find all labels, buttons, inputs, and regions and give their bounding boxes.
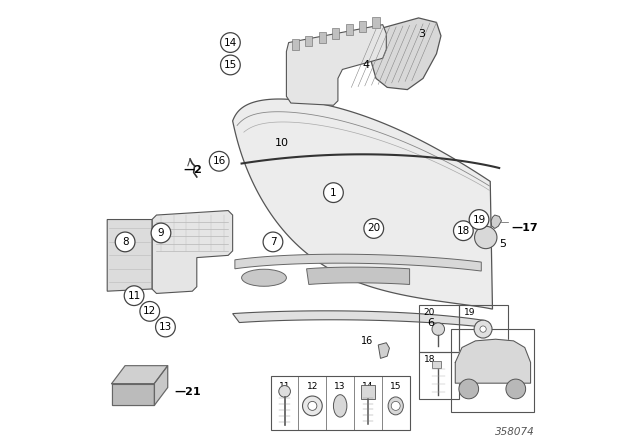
Bar xyxy=(292,39,299,50)
Text: 10: 10 xyxy=(275,138,289,148)
Circle shape xyxy=(279,386,291,397)
Text: 18: 18 xyxy=(424,355,435,364)
Bar xyxy=(319,32,326,43)
Polygon shape xyxy=(111,383,154,405)
Polygon shape xyxy=(232,311,484,327)
Text: 16: 16 xyxy=(360,336,373,346)
Circle shape xyxy=(221,33,240,52)
Polygon shape xyxy=(111,366,168,383)
Text: 358074: 358074 xyxy=(495,427,535,437)
Circle shape xyxy=(391,401,400,410)
Polygon shape xyxy=(107,220,152,291)
Bar xyxy=(459,305,508,352)
Text: 14: 14 xyxy=(362,382,374,391)
Circle shape xyxy=(140,302,159,321)
Polygon shape xyxy=(307,267,410,284)
Text: 20: 20 xyxy=(424,308,435,317)
Text: 12: 12 xyxy=(143,306,156,316)
Text: 16: 16 xyxy=(212,156,226,166)
Text: —17: —17 xyxy=(512,224,538,233)
Text: 13: 13 xyxy=(159,322,172,332)
Circle shape xyxy=(454,221,473,241)
Circle shape xyxy=(364,219,383,238)
Text: 8: 8 xyxy=(122,237,129,247)
Polygon shape xyxy=(235,254,481,271)
Bar xyxy=(332,28,339,39)
Text: 9: 9 xyxy=(157,228,164,238)
Text: 1: 1 xyxy=(330,188,337,198)
Text: 14: 14 xyxy=(224,38,237,47)
Circle shape xyxy=(432,323,445,336)
FancyBboxPatch shape xyxy=(431,361,440,368)
Circle shape xyxy=(124,286,144,306)
Text: —2: —2 xyxy=(183,165,202,175)
Polygon shape xyxy=(378,343,389,358)
Circle shape xyxy=(469,210,489,229)
Ellipse shape xyxy=(333,395,347,417)
Circle shape xyxy=(480,326,486,332)
Circle shape xyxy=(324,183,343,202)
Ellipse shape xyxy=(242,269,287,286)
Circle shape xyxy=(263,232,283,252)
Polygon shape xyxy=(455,339,531,383)
Circle shape xyxy=(209,151,229,171)
Ellipse shape xyxy=(388,397,403,415)
Bar xyxy=(419,305,459,352)
Text: 12: 12 xyxy=(307,382,318,391)
Text: 20: 20 xyxy=(367,224,380,233)
Bar xyxy=(419,352,459,399)
Text: 5: 5 xyxy=(499,239,506,249)
Circle shape xyxy=(303,396,322,416)
Text: 19: 19 xyxy=(464,308,476,317)
Text: 4: 4 xyxy=(362,60,370,70)
Polygon shape xyxy=(154,366,168,405)
Polygon shape xyxy=(287,25,387,105)
Text: —21: —21 xyxy=(174,387,201,397)
Text: 3: 3 xyxy=(419,29,426,39)
Text: 13: 13 xyxy=(335,382,346,391)
Circle shape xyxy=(459,379,479,399)
Circle shape xyxy=(221,55,240,75)
Circle shape xyxy=(151,223,171,243)
Text: 19: 19 xyxy=(472,215,486,224)
Circle shape xyxy=(308,401,317,410)
Bar xyxy=(451,329,534,412)
Text: 15: 15 xyxy=(224,60,237,70)
Circle shape xyxy=(506,379,525,399)
Bar xyxy=(346,25,353,35)
Circle shape xyxy=(475,226,497,249)
Bar xyxy=(372,17,380,28)
Text: 6: 6 xyxy=(428,318,435,327)
Bar xyxy=(271,376,410,430)
Bar xyxy=(305,36,312,47)
Circle shape xyxy=(474,320,492,338)
Bar xyxy=(359,21,366,31)
Text: 18: 18 xyxy=(457,226,470,236)
Polygon shape xyxy=(152,211,232,293)
Circle shape xyxy=(115,232,135,252)
Text: 7: 7 xyxy=(269,237,276,247)
Polygon shape xyxy=(491,215,502,228)
Text: 11: 11 xyxy=(279,382,291,391)
Polygon shape xyxy=(371,18,441,90)
Polygon shape xyxy=(232,99,493,309)
Text: 15: 15 xyxy=(390,382,401,391)
FancyBboxPatch shape xyxy=(361,385,374,400)
Text: 11: 11 xyxy=(127,291,141,301)
Circle shape xyxy=(156,317,175,337)
